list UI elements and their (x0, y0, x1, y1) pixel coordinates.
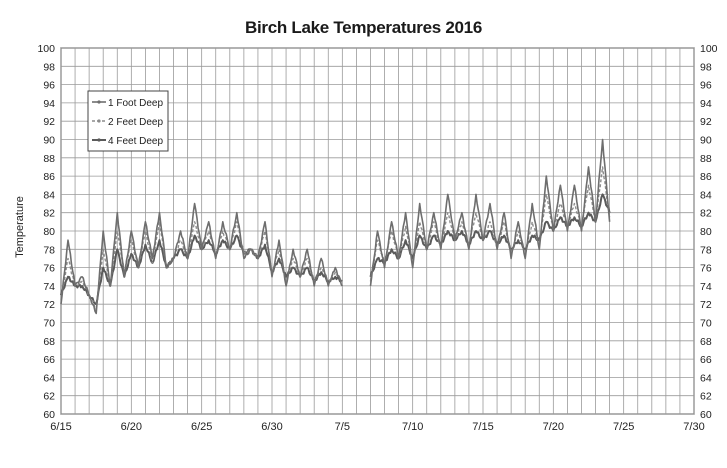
y-tick-label: 62 (43, 391, 55, 403)
y-tick-label-right: 68 (700, 336, 712, 348)
y-tick-label-right: 88 (700, 153, 712, 165)
chart-title: Birch Lake Temperatures 2016 (245, 18, 482, 37)
y-tick-label-right: 86 (700, 171, 712, 183)
y-tick-label: 82 (43, 208, 55, 220)
y-tick-label-right: 74 (700, 281, 712, 293)
y-tick-label: 84 (43, 189, 55, 201)
series-layer (60, 138, 611, 315)
x-tick-label: 6/15 (50, 421, 71, 433)
y-tick-label-right: 84 (700, 189, 712, 201)
y-axis-label: Temperature (14, 196, 26, 258)
y-tick-label-right: 78 (700, 244, 712, 256)
y-tick-label-right: 76 (700, 263, 712, 275)
y-tick-label-right: 62 (700, 391, 712, 403)
legend-marker (97, 119, 101, 123)
x-tick-label: 6/20 (121, 421, 142, 433)
series-line (60, 221, 343, 310)
y-tick-label: 66 (43, 354, 55, 366)
y-tick-label: 74 (43, 281, 55, 293)
y-tick-label: 96 (43, 80, 55, 92)
series-line (60, 202, 343, 315)
y-tick-label: 92 (43, 116, 55, 128)
legend-label: 1 Foot Deep (108, 98, 163, 109)
legend-label: 2 Feet Deep (108, 117, 163, 128)
y-tick-label: 76 (43, 263, 55, 275)
y-tick-label: 64 (43, 372, 55, 384)
y-tick-label: 94 (43, 98, 55, 110)
y-tick-label: 80 (43, 226, 55, 238)
y-tick-label-right: 94 (700, 98, 712, 110)
y-tick-label-right: 92 (700, 116, 712, 128)
y-tick-label: 98 (43, 61, 55, 73)
y-tick-label-right: 66 (700, 354, 712, 366)
y-tick-label-right: 72 (700, 299, 712, 311)
y-tick-label-right: 60 (700, 409, 712, 421)
legend-marker (97, 138, 101, 142)
legend: 1 Foot Deep 2 Feet Deep 4 Feet Deep (87, 90, 169, 152)
x-tick-label: 6/25 (191, 421, 212, 433)
y-tick-label: 86 (43, 171, 55, 183)
y-tick-label: 68 (43, 336, 55, 348)
y-tick-label-right: 100 (700, 43, 718, 55)
series-line (369, 138, 611, 287)
x-tick-label: 7/30 (683, 421, 704, 433)
x-tick-label: 6/30 (261, 421, 282, 433)
y-tick-label-right: 64 (700, 372, 712, 384)
y-tick-label-right: 98 (700, 61, 712, 73)
y-tick-label: 90 (43, 135, 55, 147)
x-tick-label: 7/15 (472, 421, 493, 433)
y-tick-label: 100 (37, 43, 55, 55)
legend-label: 4 Feet Deep (108, 136, 163, 147)
legend-marker (97, 100, 101, 104)
y-tick-label: 78 (43, 244, 55, 256)
y-tick-label: 72 (43, 299, 55, 311)
x-ticks: 6/15 6/20 6/25 6/30 7/5 7/10 7/15 7/20 7/25 7/30 (50, 421, 704, 433)
x-tick-label: 7/25 (613, 421, 634, 433)
y-tick-label-right: 80 (700, 226, 712, 238)
y-tick-label-right: 90 (700, 135, 712, 147)
y-tick-label: 70 (43, 318, 55, 330)
y-tick-label: 88 (43, 153, 55, 165)
y-tick-label-right: 96 (700, 80, 712, 92)
x-tick-label: 7/20 (543, 421, 564, 433)
x-tick-label: 7/10 (402, 421, 423, 433)
x-tick-label: 7/5 (335, 421, 350, 433)
y-ticks-left: 60 62 64 66 68 70 72 74 76 78 80 82 84 86 88 90 92 94 96 98… (37, 43, 55, 421)
y-tick-label-right: 70 (700, 318, 712, 330)
y-tick-label: 60 (43, 409, 55, 421)
y-ticks-right: 60 62 64 66 68 70 72 74 76 78 80 82 84 86 88 90 92 94 96 98… (700, 43, 718, 421)
y-tick-label-right: 82 (700, 208, 712, 220)
